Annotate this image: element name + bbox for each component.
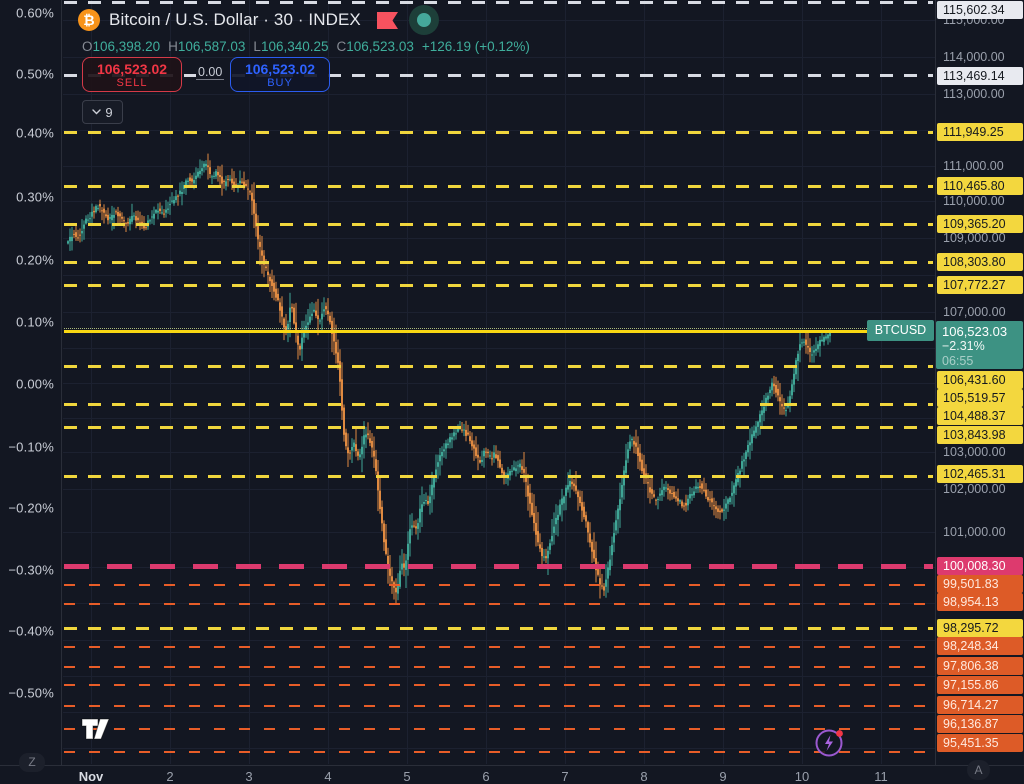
price-axis-badge: 99,501.83: [937, 575, 1023, 593]
price-axis-label: 102,000.00: [943, 482, 1006, 496]
symbol-title[interactable]: Bitcoin / U.S. Dollar · 30 · INDEX: [109, 10, 361, 29]
price-axis-label: 111,000.00: [943, 159, 1004, 173]
buy-price: 106,523.02: [244, 61, 316, 77]
bitcoin-icon: ₿: [78, 9, 100, 31]
close-value: 106,523.03: [346, 39, 414, 54]
time-axis-label: 2: [166, 769, 174, 784]
price-axis-badge: 111,949.25: [937, 123, 1023, 141]
price-axis-label: 109,000.00: [943, 231, 1006, 245]
tradingview-logo[interactable]: [80, 716, 118, 748]
price-axis-badge: 96,136.87: [937, 715, 1023, 733]
lightning-icon: [825, 735, 833, 751]
percent-axis-label: 0.30%: [16, 189, 54, 205]
buy-label: BUY: [267, 77, 293, 89]
price-axis-badge: 108,303.80: [937, 253, 1023, 271]
percent-axis-label: 0.60%: [16, 5, 54, 21]
price-axis-badge: 98,248.34: [937, 637, 1023, 655]
price-axis-badge: 113,469.14: [937, 67, 1023, 85]
low-label: L: [253, 39, 261, 54]
percent-axis-label: 0.50%: [16, 66, 54, 82]
percent-axis-label: 0.40%: [16, 125, 54, 141]
price-axis-label: 101,000.00: [943, 525, 1006, 539]
price-axis-badge: 107,772.27: [937, 276, 1023, 294]
high-label: H: [168, 39, 178, 54]
price-axis-badge: 110,465.80: [937, 177, 1023, 195]
price-axis-badge: 95,451.35: [937, 734, 1023, 752]
sell-price: 106,523.02: [96, 61, 168, 77]
percent-axis-label: −0.40%: [8, 623, 54, 639]
price-axis-badge: 109,365.20: [937, 215, 1023, 233]
spread-value: 0.00: [196, 65, 225, 80]
price-axis-label: 107,000.00: [943, 305, 1006, 319]
sell-button[interactable]: 106,523.02 SELL: [82, 57, 182, 92]
price-axis-badge: 106,431.60: [937, 371, 1023, 389]
percent-axis[interactable]: 0.60% 0.50% 0.40% 0.30% 0.20% 0.10% 0.00% −0.10…: [0, 0, 62, 765]
trade-widget: 106,523.02 SELL 0.00 106,523.02 BUY: [82, 57, 330, 92]
price-axis-label: 110,000.00: [943, 194, 1005, 208]
price-axis-label: 103,000.00: [943, 445, 1006, 459]
chip-value: 9: [105, 104, 113, 120]
chevron-down-icon: [92, 109, 102, 115]
percent-axis-label: −0.50%: [8, 685, 54, 701]
time-axis-label: 3: [245, 769, 253, 784]
price-axis-badge: 97,806.38: [937, 657, 1023, 675]
percent-axis-label: −0.20%: [8, 500, 54, 516]
close-label: C: [336, 39, 347, 54]
price-axis-badge: 98,295.72: [937, 619, 1023, 637]
price-axis-badge: 105,519.57: [937, 389, 1023, 407]
percent-axis-label: 0.00%: [16, 376, 54, 392]
time-axis-label: 4: [324, 769, 332, 784]
time-axis-label: 6: [482, 769, 490, 784]
time-axis-label: 8: [640, 769, 648, 784]
time-axis-label: 5: [403, 769, 411, 784]
time-axis-label: Nov: [78, 769, 104, 784]
time-axis-label: 7: [561, 769, 569, 784]
ohlc-row: O106,398.20 H106,587.03 L106,340.25 C106,52…: [82, 39, 538, 54]
price-axis-badge: 97,155.86: [937, 676, 1023, 694]
open-value: 106,398.20: [92, 39, 161, 54]
current-price: 106,523.03: [942, 324, 1008, 339]
price-axis-badge: 103,843.98: [937, 426, 1023, 444]
timezone-button[interactable]: Z: [19, 753, 45, 772]
lightning-mode-button[interactable]: [813, 726, 846, 759]
symbol-header: ₿ Bitcoin / U.S. Dollar · 30 · INDEX: [78, 5, 439, 35]
price-axis-badge: 100,008.30: [937, 557, 1023, 575]
price-axis-badge: 96,714.27: [937, 696, 1023, 714]
high-value: 106,587.03: [177, 39, 246, 54]
time-axis-label: 11: [874, 769, 888, 784]
low-value: 106,340.25: [260, 39, 329, 54]
price-axis-badge: 115,602.34: [937, 1, 1023, 19]
time-axis[interactable]: Nov 2 3 4 5 6 7 8 9 10 11: [0, 765, 1024, 784]
current-change: −2.31%: [942, 339, 985, 353]
price-axis-badge: 104,488.37: [937, 407, 1023, 425]
price-axis-label: 114,000.00: [943, 50, 1005, 64]
price-axis-label: 113,000.00: [943, 87, 1005, 101]
percent-axis-label: −0.10%: [8, 439, 54, 455]
candles-count-chip[interactable]: 9: [82, 100, 123, 124]
symbol-line-chip: BTCUSD: [867, 320, 934, 341]
sell-label: SELL: [116, 77, 148, 89]
notification-dot: [836, 730, 843, 737]
open-label: O: [82, 39, 93, 54]
price-axis-badge: 102,465.31: [937, 465, 1023, 483]
current-price-badge: 106,523.03 −2.31% 06:55: [936, 321, 1023, 369]
auto-scale-button[interactable]: A: [967, 760, 990, 780]
percent-axis-label: 0.20%: [16, 252, 54, 268]
percent-axis-label: −0.30%: [8, 562, 54, 578]
price-axis-badge: 98,954.13: [937, 593, 1023, 611]
percent-axis-label: 0.10%: [16, 314, 54, 330]
time-axis-label: 9: [719, 769, 727, 784]
price-axis[interactable]: 115,000.00 114,000.00 113,000.00 111,000.00…: [935, 0, 1024, 765]
bar-countdown: 06:55: [942, 354, 974, 368]
flag-icon[interactable]: [376, 11, 398, 29]
status-circle-icon[interactable]: [408, 5, 439, 35]
time-axis-label: 10: [794, 769, 810, 784]
change-value: +126.19 (+0.12%): [421, 39, 530, 54]
buy-button[interactable]: 106,523.02 BUY: [230, 57, 330, 92]
